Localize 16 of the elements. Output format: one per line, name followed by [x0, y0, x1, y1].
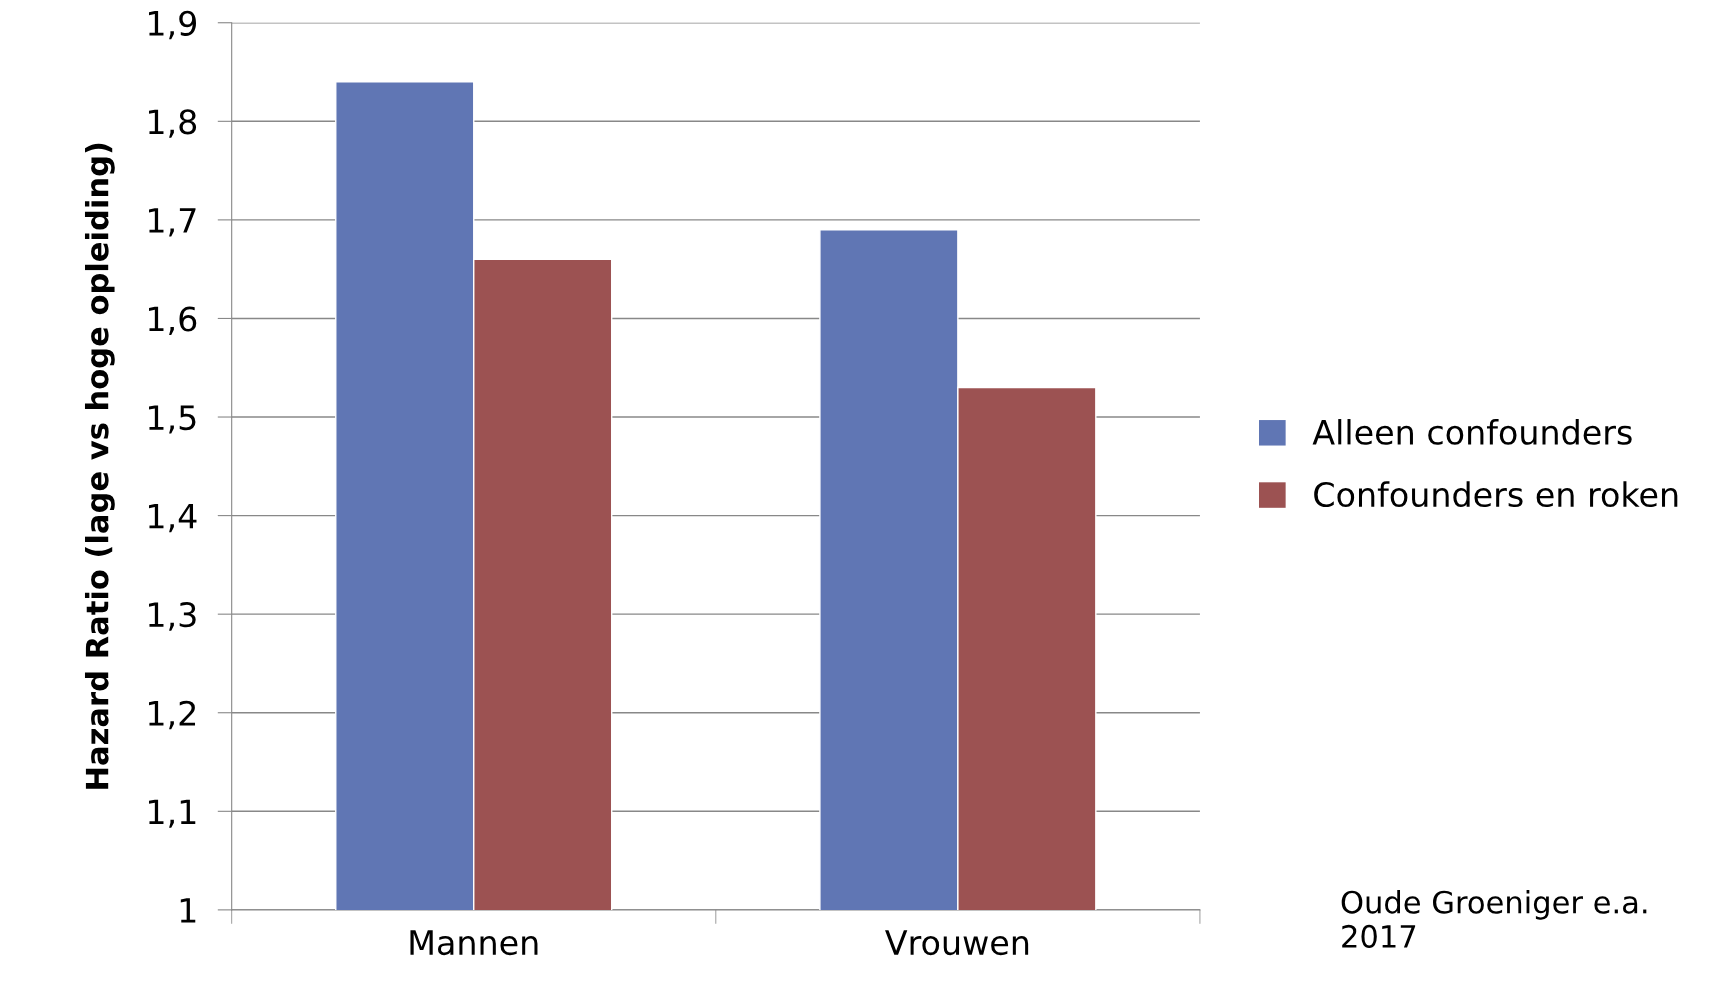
y-tick-label: 1,9	[149, 10, 197, 40]
y-tick-label: 1,1	[149, 799, 196, 828]
y-tick-label: 1,4	[149, 503, 197, 533]
x-tick-label: Mannen	[410, 930, 538, 956]
y-tick-label: 1,2	[149, 700, 196, 730]
y-tick-label: 1	[180, 898, 196, 923]
y-tick-label: 1,6	[149, 306, 197, 335]
y-tick-label: 1,5	[149, 405, 196, 434]
y-tick-label: 1,3	[149, 602, 196, 631]
legend-label: Confounders en roken	[1314, 481, 1678, 508]
y-tick-label: 1,8	[149, 109, 197, 138]
legend-label: Alleen confounders	[1312, 419, 1632, 445]
text: Oude Groeniger e.a. 2017	[1341, 890, 1647, 948]
y-tick-label: 1,7	[149, 208, 196, 237]
x-tick-label: Vrouwen	[885, 930, 1029, 956]
y-axis-title: Hazard Ratio (lage vs hoge opleiding)	[84, 143, 115, 789]
